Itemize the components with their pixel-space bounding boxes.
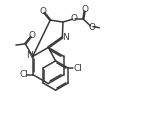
Text: O: O (39, 7, 46, 16)
Text: O: O (88, 23, 95, 32)
Text: N: N (62, 33, 69, 42)
Text: O: O (71, 14, 78, 23)
Text: O: O (29, 31, 36, 40)
Text: O: O (82, 5, 89, 14)
Text: N: N (26, 51, 33, 60)
Text: Cl: Cl (73, 64, 82, 73)
Text: Cl: Cl (19, 70, 28, 79)
